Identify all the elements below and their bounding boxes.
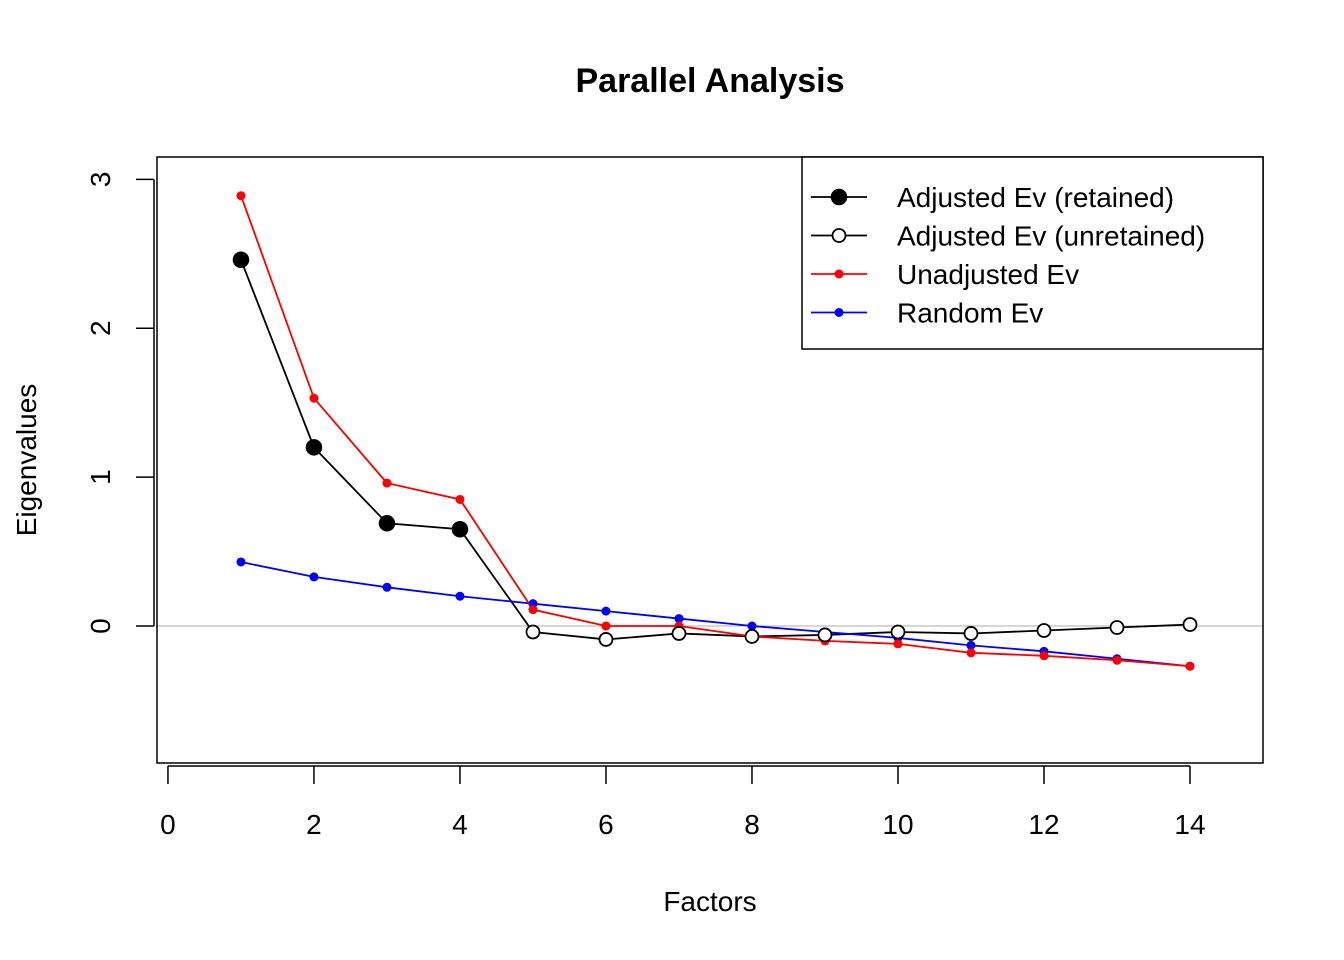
unadjusted-ev-point [601, 621, 611, 631]
unadjusted-ev-point [893, 639, 903, 649]
adjusted-ev-retained-point [305, 439, 323, 456]
random-ev-point [966, 640, 976, 650]
random-evline [240, 561, 1191, 668]
unadjusted-ev-point [236, 191, 246, 201]
x-tick-label: 12 [1028, 809, 1059, 840]
random-ev-point [674, 614, 684, 624]
random-ev-point [236, 557, 246, 567]
unadjusted-ev-point [309, 393, 319, 403]
adjusted-ev-retained-point [378, 515, 396, 532]
unadjusted-evline [240, 195, 1191, 668]
legend-entry-label: Adjusted Ev (unretained) [897, 221, 1205, 252]
y-tick-label: 3 [85, 172, 116, 188]
random-ev-point [309, 572, 319, 582]
x-tick-label: 4 [452, 809, 468, 840]
chart-title: Parallel Analysis [575, 62, 844, 100]
plot-frame [156, 156, 1264, 764]
y-axis-label: Eigenvalues [11, 384, 42, 537]
unadjusted-ev-point [1185, 661, 1195, 671]
unadjusted-ev-point [1039, 651, 1049, 661]
y-tick-label: 1 [85, 469, 116, 485]
adjusted-ev-unretained-point [890, 624, 906, 640]
y-tick-label: 2 [85, 320, 116, 336]
legend-box [801, 156, 1264, 350]
x-axis-label: Factors [663, 886, 756, 917]
adjusted-ev-unretained-point [1109, 620, 1125, 635]
unadjusted-ev-point [1112, 655, 1122, 665]
y-tick-label: 0 [85, 618, 116, 634]
x-tick-label: 8 [744, 809, 760, 840]
adjusted-ev-unretained-point [744, 629, 760, 644]
legend-marker [834, 269, 844, 279]
x-tick-label: 14 [1174, 809, 1205, 840]
adjusted-ev-line [240, 259, 1191, 641]
adjusted-ev-unretained-point [1182, 617, 1198, 632]
x-tick-label: 0 [160, 809, 176, 840]
adjusted-ev-unretained-point [817, 627, 833, 643]
adjusted-ev-unretained-point [598, 632, 614, 647]
adjusted-ev-unretained-point [1036, 623, 1052, 638]
legend: Adjusted Ev (retained) Adjusted Ev (unret… [801, 156, 1264, 350]
unadjusted-ev-point [528, 605, 538, 615]
legend-entry-label: Adjusted Ev (retained) [897, 182, 1174, 213]
unadjusted-ev-point [966, 648, 976, 658]
x-tick-label: 10 [882, 809, 913, 840]
adjusted-ev-unretained-point [671, 626, 687, 641]
unadjusted-ev-point [455, 494, 465, 504]
legend-marker [830, 188, 848, 206]
random-ev-point [601, 606, 611, 616]
adjusted-ev-unretained-point [963, 626, 979, 641]
unadjusted-ev-point [382, 478, 392, 488]
random-ev-point [455, 591, 465, 601]
x-tick-label: 6 [598, 809, 614, 840]
legend-entry-label: Unadjusted Ev [897, 259, 1079, 290]
adjusted-ev-retained-point [451, 520, 469, 538]
random-ev-point [382, 582, 392, 592]
legend-marker [831, 228, 847, 243]
random-ev-point [747, 621, 757, 631]
legend-entry-label: Random Ev [897, 298, 1043, 329]
legend-marker [834, 308, 844, 317]
adjusted-ev-retained-point [232, 251, 250, 268]
x-tick-label: 2 [306, 809, 322, 840]
adjusted-ev-unretained-point [525, 624, 541, 640]
